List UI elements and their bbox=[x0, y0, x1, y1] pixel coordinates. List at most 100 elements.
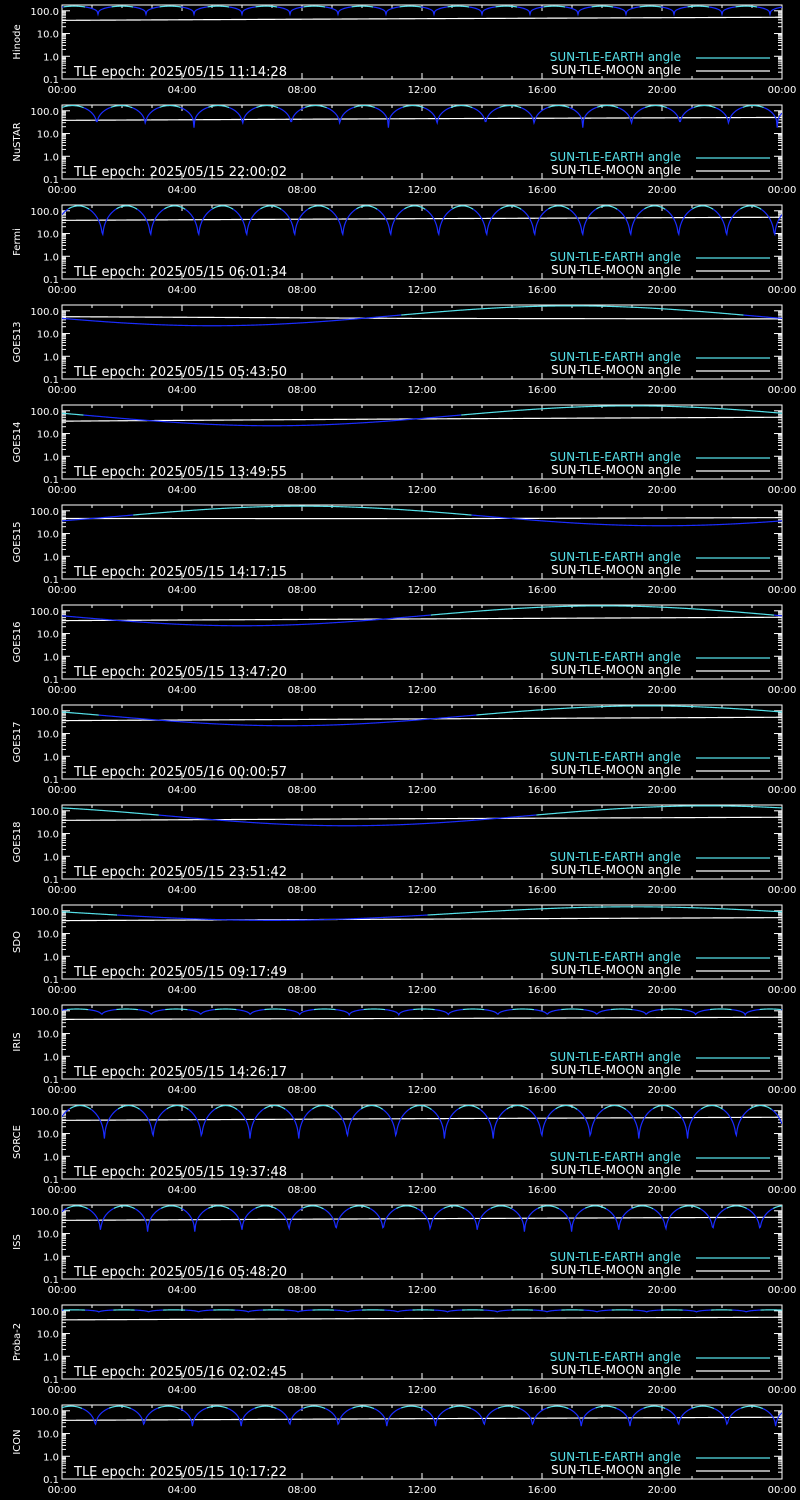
x-tick-label: 20:00 bbox=[648, 1185, 677, 1196]
earth-angle-series bbox=[184, 208, 213, 237]
x-tick-label: 16:00 bbox=[528, 585, 557, 596]
panel-fermi: 100.0 10.0 1.0 0.1 00:00 04:00 08:00 12:00 16:00… bbox=[0, 200, 800, 300]
earth-angle-series bbox=[597, 105, 619, 109]
earth-angle-series bbox=[256, 105, 279, 109]
earth-angle-series bbox=[116, 205, 138, 210]
earth-angle-series bbox=[333, 1108, 362, 1138]
y-tick-label: 1.0 bbox=[43, 252, 59, 263]
x-tick-label: 04:00 bbox=[168, 1085, 197, 1096]
earth-angle-series bbox=[558, 1207, 586, 1232]
earth-angle-series bbox=[312, 1105, 335, 1110]
satellite-label: GOES15 bbox=[12, 521, 23, 562]
y-tick-label: 0.1 bbox=[43, 775, 59, 786]
earth-angle-series bbox=[62, 514, 134, 522]
earth-angle-series bbox=[713, 1407, 742, 1426]
legend-moon-label: SUN-TLE-MOON angle bbox=[551, 1063, 681, 1077]
moon-angle-series bbox=[62, 1416, 782, 1421]
panel-iris: 100.0 10.0 1.0 0.1 00:00 04:00 08:00 12:00 16:00… bbox=[0, 1000, 800, 1100]
tle-epoch-label: TLE epoch: 2025/05/15 05:43:50 bbox=[73, 365, 287, 380]
x-tick-label: 16:00 bbox=[528, 485, 557, 496]
earth-angle-series bbox=[469, 6, 496, 17]
earth-angle-series bbox=[62, 1008, 67, 1011]
earth-angle-series bbox=[652, 1207, 680, 1231]
x-tick-label: 00:00 bbox=[768, 985, 797, 996]
earth-angle-series bbox=[323, 1207, 351, 1229]
earth-angle-series bbox=[565, 6, 592, 17]
earth-angle-series bbox=[743, 314, 782, 319]
earth-angle-series bbox=[447, 5, 470, 8]
y-tick-label: 100.0 bbox=[30, 307, 59, 318]
earth-angle-series bbox=[139, 1108, 168, 1138]
earth-angle-series bbox=[280, 208, 309, 237]
earth-angle-series bbox=[421, 6, 448, 17]
earth-angle-series bbox=[165, 1008, 188, 1011]
satellite-label: GOES17 bbox=[12, 721, 23, 762]
earth-angle-series bbox=[284, 1309, 313, 1313]
earth-angle-series bbox=[133, 505, 472, 516]
moon-angle-series bbox=[62, 1116, 782, 1121]
earth-angle-series bbox=[62, 807, 159, 816]
earth-angle-series bbox=[617, 106, 646, 126]
earth-angle-series bbox=[255, 1205, 277, 1210]
earth-angle-series bbox=[376, 208, 405, 237]
panel-chart: 100.010.01.00.100:00 04:00 08:00 12:00 16:00… bbox=[12, 304, 796, 396]
earth-angle-series bbox=[363, 1008, 386, 1011]
satellite-label: NuSTAR bbox=[12, 122, 23, 161]
earth-angle-series bbox=[187, 1008, 215, 1015]
x-tick-label: 00:00 bbox=[768, 585, 797, 596]
y-tick-label: 1.0 bbox=[43, 1252, 59, 1263]
earth-angle-series bbox=[117, 1105, 140, 1110]
x-tick-label: 20:00 bbox=[648, 1385, 677, 1396]
earth-angle-series bbox=[464, 1207, 492, 1230]
satellite-label: SDO bbox=[12, 931, 23, 953]
earth-angle-series bbox=[382, 1108, 411, 1138]
earth-angle-series bbox=[616, 208, 645, 237]
earth-angle-series bbox=[373, 6, 400, 17]
x-tick-label: 00:00 bbox=[48, 1185, 77, 1196]
earth-angle-series bbox=[384, 1309, 413, 1313]
y-tick-label: 1.0 bbox=[43, 152, 59, 163]
x-tick-label: 12:00 bbox=[408, 985, 437, 996]
earth-angle-series bbox=[757, 6, 782, 17]
earth-angle-series bbox=[130, 1407, 159, 1426]
x-tick-label: 20:00 bbox=[648, 885, 677, 896]
earth-angle-series bbox=[434, 1008, 463, 1016]
x-tick-label: 20:00 bbox=[648, 485, 677, 496]
x-tick-label: 12:00 bbox=[408, 685, 437, 696]
earth-angle-series bbox=[424, 208, 453, 237]
earth-angle-series bbox=[260, 205, 282, 210]
x-tick-label: 12:00 bbox=[408, 485, 437, 496]
earth-angle-series bbox=[413, 1008, 435, 1011]
earth-angle-series bbox=[693, 105, 716, 109]
x-tick-label: 08:00 bbox=[288, 1185, 317, 1196]
panel-icon: 100.0 10.0 1.0 0.1 00:00 04:00 08:00 12:00 16:00… bbox=[0, 1400, 800, 1500]
earth-angle-series bbox=[512, 1008, 535, 1011]
earth-angle-series bbox=[333, 1309, 363, 1313]
earth-angle-series bbox=[472, 208, 501, 237]
earth-angle-series bbox=[762, 1408, 782, 1427]
earth-angle-series bbox=[400, 1405, 423, 1409]
legend-moon-label: SUN-TLE-MOON angle bbox=[551, 1463, 681, 1477]
x-tick-label: 08:00 bbox=[288, 1085, 317, 1096]
x-tick-label: 16:00 bbox=[528, 1085, 557, 1096]
x-tick-label: 12:00 bbox=[408, 285, 437, 296]
x-tick-label: 00:00 bbox=[48, 1285, 77, 1296]
earth-angle-series bbox=[113, 1205, 136, 1210]
tle-epoch-label: TLE epoch: 2025/05/16 02:02:45 bbox=[73, 1365, 287, 1380]
y-tick-label: 0.1 bbox=[43, 1175, 59, 1186]
panel-chart: 100.010.01.00.100:00 04:00 08:00 12:00 16:00… bbox=[12, 604, 796, 696]
tle-epoch-label: TLE epoch: 2025/05/16 00:00:57 bbox=[73, 765, 287, 780]
earth-angle-series bbox=[709, 1008, 732, 1011]
y-tick-label: 0.1 bbox=[43, 875, 59, 886]
y-tick-label: 10.0 bbox=[37, 130, 59, 141]
x-tick-label: 00:00 bbox=[48, 1385, 77, 1396]
y-tick-label: 0.1 bbox=[43, 375, 59, 386]
earth-angle-series bbox=[228, 106, 257, 126]
x-tick-label: 20:00 bbox=[648, 585, 677, 596]
panel-chart: 100.010.01.00.100:00 04:00 08:00 12:00 16:00… bbox=[12, 1104, 796, 1196]
moon-angle-series bbox=[62, 216, 782, 221]
x-tick-label: 08:00 bbox=[288, 185, 317, 196]
earth-angle-series bbox=[596, 205, 618, 210]
earth-angle-series bbox=[305, 105, 328, 109]
earth-angle-series bbox=[644, 205, 666, 210]
